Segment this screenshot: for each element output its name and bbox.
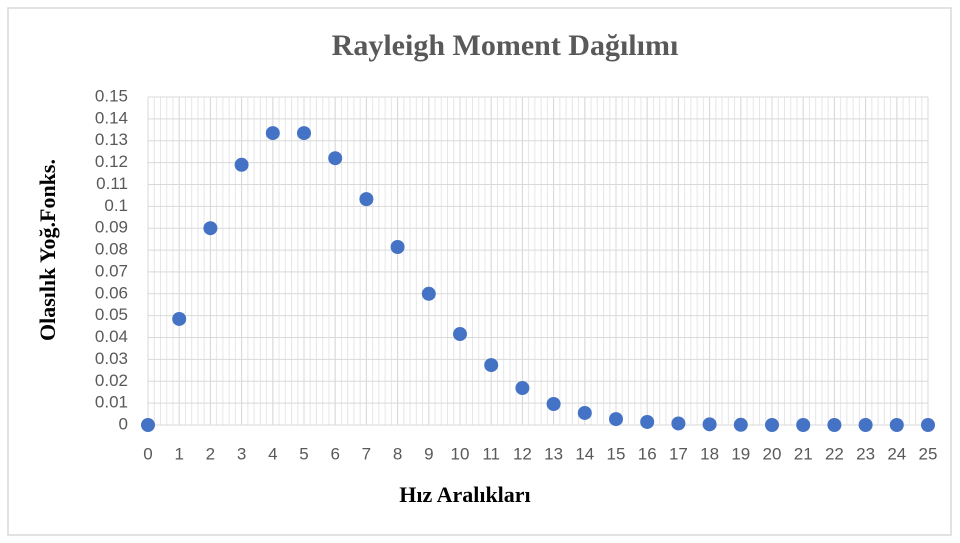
y-tick-label: 0.04 bbox=[95, 327, 128, 346]
y-tick-label: 0.07 bbox=[95, 261, 128, 280]
y-tick-label: 0.08 bbox=[95, 240, 128, 259]
x-tick-label: 5 bbox=[299, 444, 308, 463]
x-tick-label: 21 bbox=[794, 444, 813, 463]
y-tick-label: 0 bbox=[119, 414, 128, 433]
y-tick-label: 0.02 bbox=[95, 371, 128, 390]
y-tick-label: 0.09 bbox=[95, 218, 128, 237]
x-tick-label: 8 bbox=[393, 444, 402, 463]
data-point bbox=[546, 397, 561, 412]
data-point bbox=[702, 417, 717, 432]
y-tick-label: 0.1 bbox=[104, 196, 128, 215]
data-point bbox=[609, 412, 623, 427]
y-tick-label: 0.01 bbox=[95, 393, 128, 412]
y-axis-label: Olasılık Yoğ.Fonks. bbox=[35, 159, 60, 341]
data-point bbox=[234, 157, 249, 172]
x-tick-label: 3 bbox=[237, 444, 246, 463]
data-point bbox=[172, 311, 187, 326]
data-point bbox=[265, 126, 280, 141]
x-axis-label: Hız Aralıkları bbox=[399, 482, 530, 507]
data-point bbox=[733, 417, 748, 432]
data-point bbox=[640, 414, 655, 429]
data-point bbox=[765, 418, 779, 432]
y-tick-label: 0.05 bbox=[95, 305, 128, 324]
x-tick-label: 16 bbox=[638, 444, 657, 463]
x-tick-label: 20 bbox=[763, 444, 782, 463]
data-point bbox=[359, 192, 374, 207]
data-point bbox=[515, 381, 530, 396]
x-tick-label: 25 bbox=[919, 444, 938, 463]
y-tick-label: 0.11 bbox=[96, 174, 128, 193]
x-tick-label: 12 bbox=[513, 444, 532, 463]
data-point bbox=[390, 240, 405, 255]
x-tick-label: 22 bbox=[825, 444, 844, 463]
data-point bbox=[421, 286, 436, 301]
x-tick-label: 17 bbox=[669, 444, 688, 463]
data-point bbox=[203, 221, 218, 236]
x-tick-label: 9 bbox=[424, 444, 433, 463]
x-tick-label: 6 bbox=[330, 444, 339, 463]
x-tick-label: 23 bbox=[856, 444, 875, 463]
x-tick-label: 11 bbox=[482, 444, 500, 463]
y-tick-label: 0.14 bbox=[95, 108, 128, 127]
data-point bbox=[328, 151, 343, 166]
x-tick-label: 10 bbox=[451, 444, 470, 463]
data-point bbox=[796, 418, 811, 432]
x-tick-label: 0 bbox=[143, 444, 152, 463]
data-point bbox=[889, 418, 904, 432]
data-point bbox=[827, 418, 842, 432]
x-tick-label: 7 bbox=[362, 444, 371, 463]
x-tick-label: 15 bbox=[607, 444, 626, 463]
data-point bbox=[577, 405, 592, 420]
data-point bbox=[858, 418, 873, 432]
chart-title: Rayleigh Moment Dağılımı bbox=[332, 29, 679, 62]
x-tick-label: 4 bbox=[268, 444, 277, 463]
data-point bbox=[141, 418, 155, 432]
data-point bbox=[453, 327, 467, 342]
data-point bbox=[921, 418, 935, 432]
data-point bbox=[297, 126, 311, 141]
data-point bbox=[671, 416, 686, 431]
y-tick-label: 0.03 bbox=[95, 349, 128, 368]
x-tick-label: 24 bbox=[887, 444, 906, 463]
x-tick-label: 2 bbox=[206, 444, 215, 463]
x-tick-label: 14 bbox=[575, 444, 594, 463]
y-tick-label: 0.15 bbox=[95, 86, 128, 105]
x-tick-label: 19 bbox=[731, 444, 750, 463]
x-tick-label: 13 bbox=[544, 444, 563, 463]
data-point bbox=[484, 358, 499, 373]
y-tick-label: 0.06 bbox=[95, 283, 128, 302]
x-tick-label: 18 bbox=[700, 444, 719, 463]
y-tick-label: 0.13 bbox=[95, 130, 128, 149]
y-tick-label: 0.12 bbox=[95, 152, 128, 171]
x-tick-label: 1 bbox=[174, 444, 183, 463]
